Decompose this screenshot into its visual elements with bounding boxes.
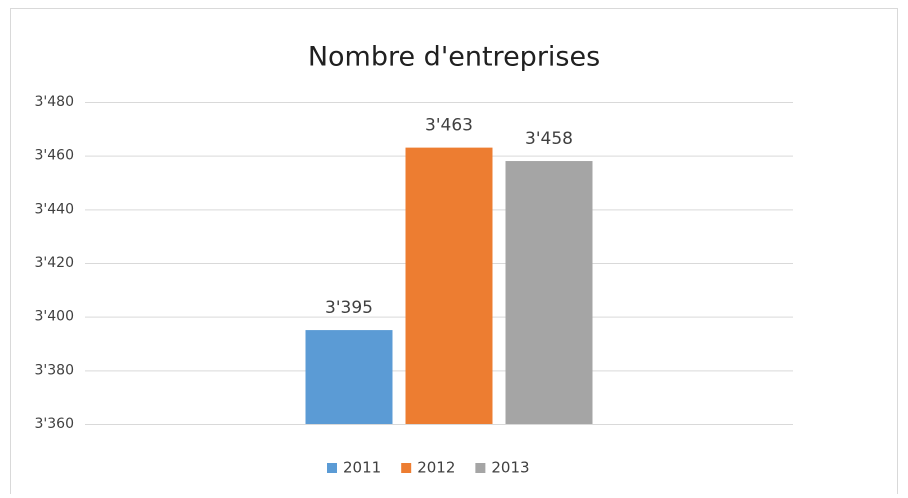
legend-swatch xyxy=(401,463,412,473)
chart-title: Nombre d'entreprises xyxy=(308,42,600,73)
y-tick-label: 3'400 xyxy=(35,309,74,325)
data-label: 3'463 xyxy=(425,116,473,136)
y-tick-label: 3'440 xyxy=(35,201,74,217)
bar xyxy=(405,147,493,424)
legend-label: 2013 xyxy=(491,459,529,477)
data-label: 3'395 xyxy=(325,298,373,318)
y-tick-label: 3'360 xyxy=(35,416,74,432)
data-label: 3'458 xyxy=(525,129,573,149)
y-tick-label: 3'420 xyxy=(35,255,74,271)
legend-swatch xyxy=(475,463,486,473)
bar xyxy=(505,161,593,425)
legend-label: 2011 xyxy=(343,459,381,477)
legend-label: 2012 xyxy=(417,459,455,477)
y-tick-label: 3'480 xyxy=(35,94,74,110)
y-tick-label: 3'460 xyxy=(35,148,74,164)
legend-swatch xyxy=(327,463,337,473)
y-tick-label: 3'380 xyxy=(35,362,74,378)
bar xyxy=(305,330,393,424)
